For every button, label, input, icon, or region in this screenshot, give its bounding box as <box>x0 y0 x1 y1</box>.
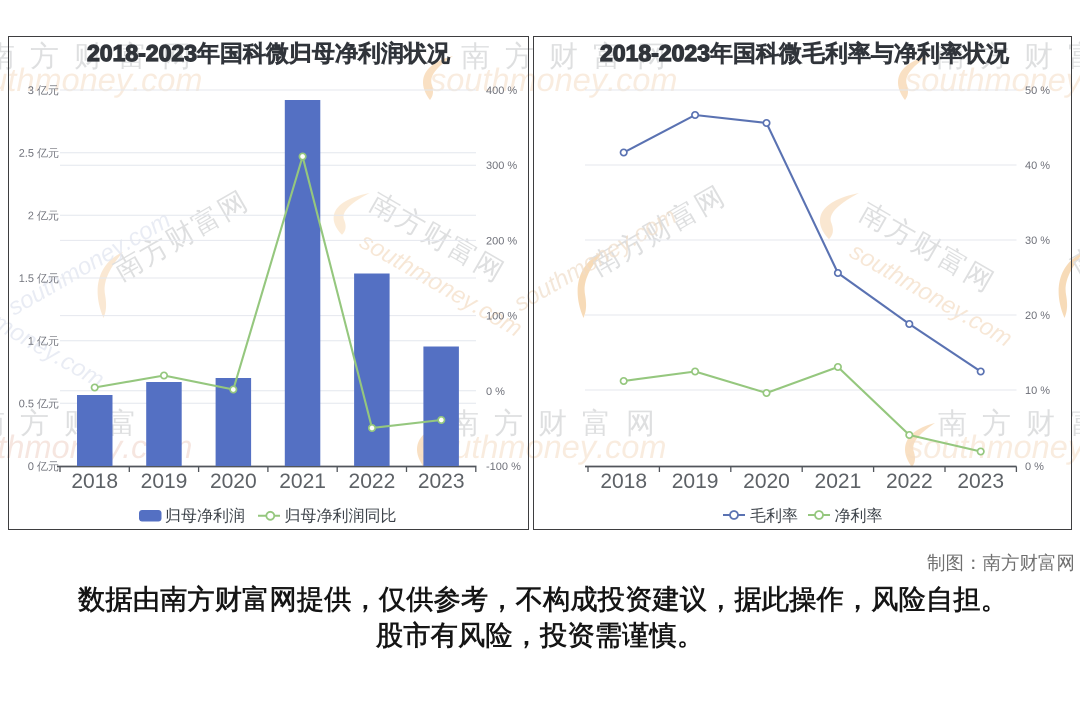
svg-text:300 %: 300 % <box>486 160 517 172</box>
svg-text:2019: 2019 <box>672 470 719 493</box>
svg-text:-100 %: -100 % <box>486 461 521 473</box>
svg-text:2020: 2020 <box>210 470 257 493</box>
svg-text:2018: 2018 <box>71 470 118 493</box>
svg-text:400 %: 400 % <box>486 85 517 97</box>
svg-text:10 %: 10 % <box>1025 385 1050 397</box>
svg-text:200 %: 200 % <box>486 235 517 247</box>
svg-text:50 %: 50 % <box>1025 85 1050 97</box>
svg-text:100 %: 100 % <box>486 311 517 323</box>
svg-text:0 %: 0 % <box>1025 461 1044 473</box>
svg-text:2021: 2021 <box>279 470 326 493</box>
svg-text:2023: 2023 <box>957 470 1004 493</box>
svg-text:2019: 2019 <box>141 470 188 493</box>
svg-text:2021: 2021 <box>815 470 862 493</box>
svg-text:2020: 2020 <box>743 470 790 493</box>
svg-text:40 %: 40 % <box>1025 160 1050 172</box>
svg-text:2022: 2022 <box>886 470 933 493</box>
svg-text:2018: 2018 <box>600 470 647 493</box>
svg-text:2022: 2022 <box>349 470 396 493</box>
svg-text:30 %: 30 % <box>1025 235 1050 247</box>
svg-text:20 %: 20 % <box>1025 310 1050 322</box>
svg-text:0 %: 0 % <box>486 386 505 398</box>
svg-text:2023: 2023 <box>418 470 465 493</box>
